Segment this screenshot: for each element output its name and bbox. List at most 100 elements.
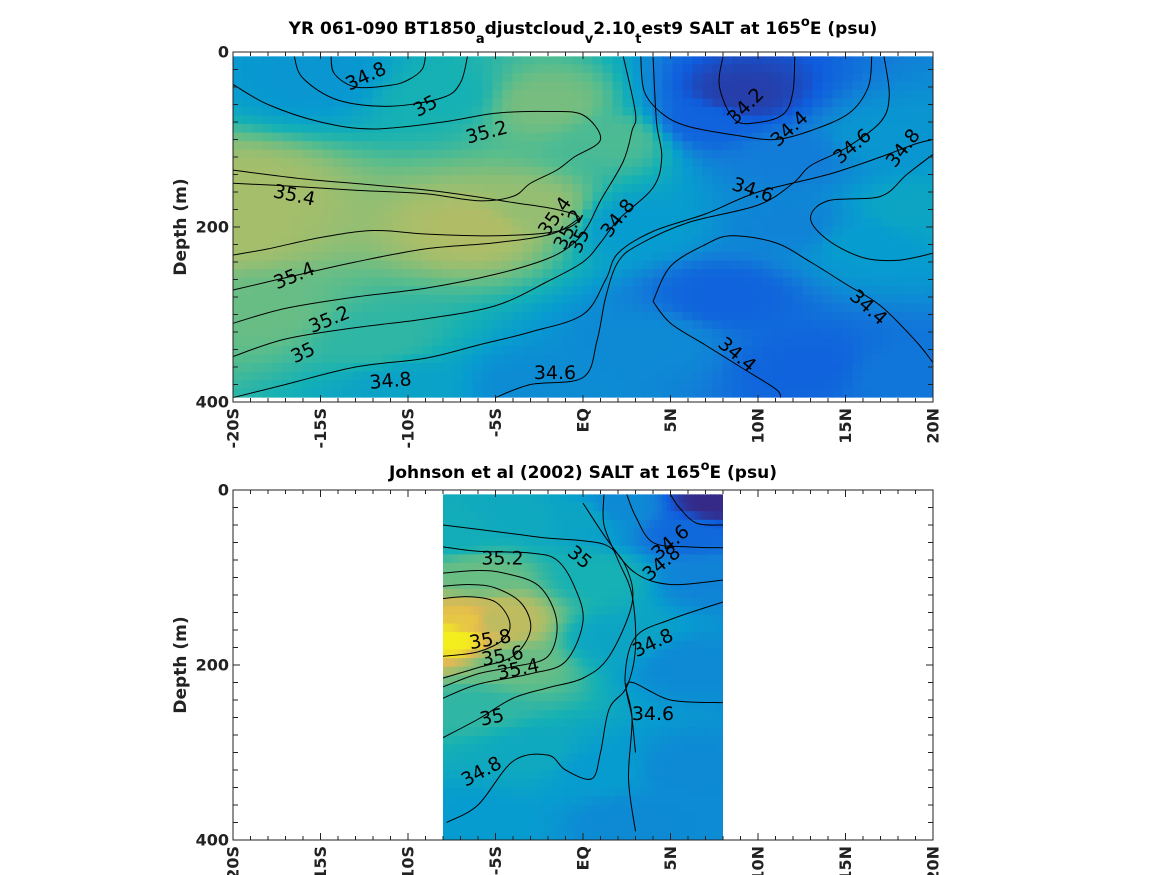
field-cell [432,226,444,237]
field-cell [622,252,634,262]
field-cell [722,328,734,339]
field-cell [802,149,814,160]
field-cell [590,718,596,729]
field-cell [518,606,524,616]
field-cell [518,709,524,720]
field-cell [594,545,600,556]
field-cell [742,56,754,66]
field-cell [632,141,644,151]
field-cell [582,787,588,798]
field-cell [586,649,592,660]
field-cell [782,260,794,271]
field-cell [282,158,294,168]
contour-35.2 [233,83,602,202]
field-cell [462,727,468,737]
field-cell [626,692,632,703]
field-cell [752,90,764,100]
field-cell [632,269,644,279]
field-cell [372,183,384,194]
field-cell [772,72,784,83]
field-cell [842,235,854,245]
field-cell [412,243,424,254]
field-cell [502,124,514,134]
field-cell [462,511,468,521]
field-cell [352,158,364,168]
field-cell [546,675,552,685]
field-cell [912,354,924,364]
field-cell [742,311,754,322]
field-cell [446,813,452,824]
field-cell [792,320,804,330]
field-cell [472,388,484,398]
field-cell [522,744,528,755]
field-cell [762,124,774,134]
field-cell [302,286,314,296]
field-cell [626,822,632,832]
field-cell [598,580,604,590]
field-cell [802,337,814,347]
field-cell [562,528,568,539]
field-cell [372,90,384,100]
field-cell [590,830,596,840]
field-cell [502,701,508,711]
field-cell [554,632,560,642]
field-cell [922,337,933,347]
field-cell [542,770,548,781]
field-cell [586,683,592,694]
field-cell [902,192,914,202]
field-cell [472,209,484,219]
field-cell [558,701,564,711]
field-cell [612,303,624,313]
field-cell [590,744,596,755]
field-cell [454,571,460,582]
field-cell [412,294,424,305]
field-cell [252,235,264,245]
field-cell [362,286,374,296]
field-cell [550,779,556,789]
field-cell [474,761,480,772]
field-cell [574,623,580,634]
field-cell [518,753,524,763]
field-cell [372,209,384,219]
field-cell [454,554,460,564]
field-cell [482,388,494,398]
field-cell [474,830,480,840]
field-cell [642,141,654,151]
field-cell [634,753,640,763]
field-cell [632,243,644,254]
field-cell [474,640,480,651]
field-cell [872,226,884,237]
field-cell [752,107,764,117]
field-cell [233,371,244,382]
field-cell [582,90,594,100]
field-cell [612,243,624,254]
y-tick-label: 400 [196,393,229,412]
field-cell [832,380,844,390]
field-cell [534,545,540,556]
field-cell [474,632,480,642]
field-cell [762,64,774,74]
field-cell [602,519,608,530]
field-cell [614,623,620,634]
field-cell [712,158,724,168]
field-cell [332,90,344,100]
field-cell [462,658,468,668]
field-cell [574,571,580,582]
field-cell [502,692,508,703]
field-cell [626,537,632,547]
field-cell [526,666,532,677]
field-cell [642,328,654,339]
field-cell [362,107,374,117]
field-cell [634,519,640,530]
field-cell [252,363,264,373]
field-cell [582,380,594,390]
field-cell [902,354,914,364]
field-cell [742,380,754,390]
field-cell [498,563,504,573]
field-cell [332,345,344,356]
field-cell [482,175,494,185]
field-cell [482,132,494,143]
field-cell [672,149,684,160]
field-cell [614,554,620,564]
field-cell [502,371,514,382]
